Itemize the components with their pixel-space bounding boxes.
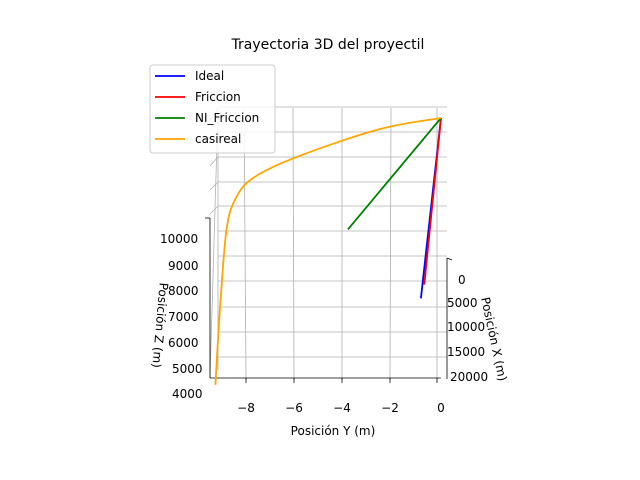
x-tick-label: 5000 xyxy=(447,296,478,310)
legend-label: NI_Friccion xyxy=(195,111,259,125)
legend-label: Ideal xyxy=(195,69,224,83)
z-axis-ticks: 4000 5000 6000 7000 8000 9000 10000 xyxy=(160,217,210,401)
z-tick-label: 5000 xyxy=(172,362,203,376)
legend: Ideal Friccion NI_Friccion casireal xyxy=(149,64,276,154)
grid-line xyxy=(209,181,219,191)
grid-line xyxy=(389,107,392,379)
y-tick-label: −2 xyxy=(381,401,399,415)
y-axis-ticks: −8 −6 −4 −2 0 xyxy=(237,378,445,415)
legend-box xyxy=(149,64,276,154)
series-line-ni-friccion xyxy=(347,117,442,230)
legend-label: Friccion xyxy=(195,90,241,104)
y-tick-label: −8 xyxy=(237,401,255,415)
axes xyxy=(209,218,448,379)
z-tick-label: 9000 xyxy=(168,259,199,273)
x-tick-label: 20000 xyxy=(450,370,488,384)
z-tick-label: 4000 xyxy=(172,387,203,401)
z-tick-label: 6000 xyxy=(168,336,199,350)
y-tick-label: 0 xyxy=(437,401,445,415)
x-tick-mark xyxy=(446,257,453,261)
z-tick-label: 7000 xyxy=(168,310,199,324)
z-tick-label: 8000 xyxy=(168,284,199,298)
y-tick-label: −6 xyxy=(285,401,303,415)
x-tick-label: 0 xyxy=(458,273,466,287)
grid-line xyxy=(292,107,295,379)
series-line-casireal xyxy=(214,117,442,385)
legend-label: casireal xyxy=(195,132,241,146)
series-line-friccion xyxy=(423,117,442,285)
x-tick-label: 10000 xyxy=(447,320,485,334)
x-tick-label: 15000 xyxy=(447,345,485,359)
x-axis-ticks: 0 5000 10000 15000 20000 xyxy=(446,257,488,384)
y-tick-label: −4 xyxy=(333,401,351,415)
series-layer xyxy=(214,117,442,385)
z-tick-label: 10000 xyxy=(160,232,198,246)
grid-line xyxy=(209,205,219,215)
legend-entries: Ideal Friccion NI_Friccion casireal xyxy=(155,69,259,146)
chart-title: Trayectoria 3D del proyectil xyxy=(231,37,425,53)
y-axis-label: Posición Y (m) xyxy=(291,424,376,438)
